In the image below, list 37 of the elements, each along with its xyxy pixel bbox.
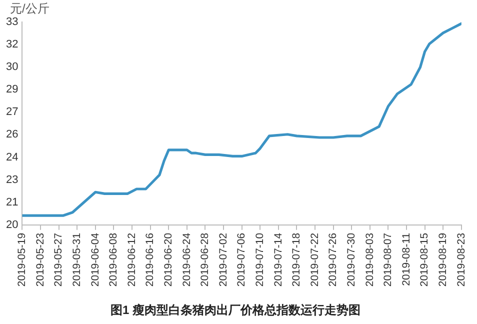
x-tick-label: 2019-06-16 <box>144 232 156 287</box>
y-tick-label: 30 <box>6 61 18 74</box>
x-tick-label: 2019-05-23 <box>34 232 46 287</box>
y-tick-label: 20 <box>6 218 18 231</box>
y-tick-label: 23 <box>6 174 18 186</box>
x-tick-label: 2019-06-08 <box>108 232 120 287</box>
x-tick-label: 2019-07-14 <box>272 232 284 287</box>
x-tick-label: 2019-06-24 <box>180 232 193 287</box>
text: 图1 瘦肉型白条猪肉出厂价格总指数运行走势图 <box>110 303 361 318</box>
y-tick-label: 27 <box>6 106 18 118</box>
x-tick-label: 2019-08-15 <box>418 232 431 287</box>
x-tick-label: 2019-08-19 <box>436 232 449 287</box>
x-tick-label: 2019-06-20 <box>162 232 175 287</box>
x-tick-label: 2019-07-18 <box>290 232 303 287</box>
x-tick-label: 2019-07-22 <box>308 232 321 287</box>
x-tick-label: 2019-08-23 <box>455 232 468 287</box>
x-tick-label: 2019-05-27 <box>52 232 65 287</box>
x-tick-label: 2019-06-28 <box>199 232 212 287</box>
x-tick-label: 2019-07-26 <box>327 232 340 287</box>
y-tick-label: 24 <box>6 151 18 164</box>
x-tick-label: 2019-07-30 <box>346 232 358 287</box>
y-tick-label: 33 <box>6 16 18 28</box>
y-tick-label: 32 <box>6 38 18 51</box>
x-tick-label: 2019-08-07 <box>382 232 394 287</box>
x-tick-label: 2019-08-03 <box>364 232 376 287</box>
x-tick-label: 2019-07-02 <box>217 232 230 287</box>
y-tick-label: 26 <box>6 128 18 141</box>
x-tick-label: 2019-06-12 <box>126 232 138 287</box>
x-tick-label: 2019-07-06 <box>236 232 248 287</box>
y-tick-label: 29 <box>6 84 18 96</box>
x-tick-label: 2019-05-19 <box>16 232 28 287</box>
x-tick-label: 2019-08-11 <box>400 232 412 286</box>
x-tick-label: 2019-06-04 <box>89 232 102 287</box>
x-tick-label: 2019-07-10 <box>254 232 266 287</box>
y-tick-label: 21 <box>6 196 18 208</box>
y-axis-title: 元/公斤 <box>10 1 50 16</box>
x-tick-label: 2019-05-31 <box>71 232 84 287</box>
